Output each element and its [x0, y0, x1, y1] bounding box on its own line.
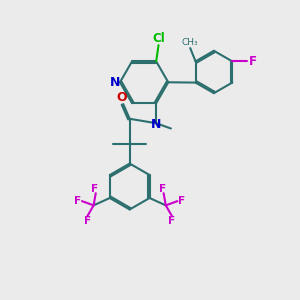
Text: N: N — [151, 118, 161, 131]
Text: Cl: Cl — [152, 32, 165, 45]
Text: F: F — [84, 216, 91, 226]
Text: F: F — [159, 184, 166, 194]
Text: F: F — [178, 196, 185, 206]
Text: F: F — [74, 196, 81, 206]
Text: CH₃: CH₃ — [182, 38, 199, 47]
Text: O: O — [116, 91, 127, 104]
Text: F: F — [249, 55, 257, 68]
Text: F: F — [168, 216, 175, 226]
Text: F: F — [91, 184, 98, 194]
Text: N: N — [110, 76, 120, 89]
